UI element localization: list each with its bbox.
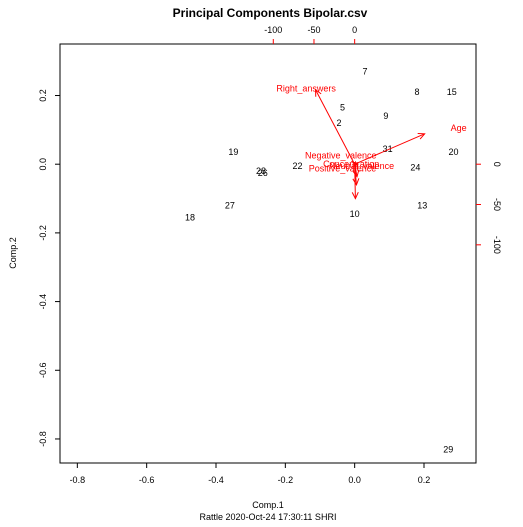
variable-arrowhead [352,169,360,178]
variable-label: Negative_valence [305,151,377,161]
y-tick-label: -0.6 [38,363,48,379]
point-label: 13 [417,200,427,210]
variable-label: Right_answers [276,84,336,94]
chart-title: Principal Components Bipolar.csv [173,6,368,20]
point-label: 22 [292,161,302,171]
variable-arrowhead [314,88,322,97]
point-label: 31 [383,144,393,154]
right-tick-label: -50 [492,198,502,211]
variable-arrow [315,89,356,165]
variable-arrow [354,133,425,165]
y-tick-label: -0.4 [38,294,48,310]
point-label: 10 [350,209,360,219]
variable-arrow [354,164,358,177]
y-tick-label: -0.2 [38,225,48,241]
point-label: 29 [443,444,453,454]
x-axis-label: Comp.1 [252,500,284,510]
x-tick-label: 0.2 [418,475,431,485]
y-tick-label: 0.2 [38,89,48,102]
x-axis-bottom: -0.8 -0.6 -0.4 -0.2 0.0 0.2 [70,463,431,485]
y-tick-label: 0.0 [38,158,48,171]
top-tick-label: -100 [264,25,282,35]
y-axis-label: Comp.2 [8,237,18,269]
x-axis-top: -100 -50 0 [264,25,357,44]
y-axis-left: 0.2 0.0 -0.2 -0.4 -0.6 -0.8 [38,89,60,447]
point-label: 19 [228,147,238,157]
variable-arrowhead [351,192,359,200]
right-tick-label: -100 [492,236,502,254]
point-label: 8 [415,87,420,97]
variable-label: Neutral_valence [329,161,394,171]
point-label: 7 [363,66,368,76]
chart-caption: Rattle 2020-Oct-24 17:30:11 SHRI [200,512,337,522]
variable-labels: Right_answers Age Negative_valenceConcentr… [276,84,466,174]
point-label: 27 [225,200,235,210]
point-label: 9 [383,111,388,121]
variable-arrowhead [352,178,360,186]
x-tick-label: -0.8 [70,475,86,485]
x-tick-label: 0.0 [348,475,361,485]
variable-arrowhead [351,160,359,168]
variable-vectors [314,88,426,200]
variable-arrowhead [417,132,426,140]
x-tick-label: -0.2 [278,475,294,485]
variable-label: Positive_valence [309,163,377,173]
top-tick-label: 0 [352,25,357,35]
plot-frame [59,43,477,464]
point-label: 5 [340,103,345,113]
point-label: 26 [258,168,268,178]
x-tick-label: -0.6 [139,475,155,485]
y-axis-right: 0 -50 -100 [476,162,502,254]
point-label: 2 [337,118,342,128]
top-tick-label: -50 [307,25,320,35]
point-label: 24 [410,163,420,173]
x-tick-label: -0.4 [208,475,224,485]
variable-label: Age [451,123,467,133]
point-label: 18 [185,212,195,222]
point-label: 28 [256,166,266,176]
right-tick-label: 0 [492,162,502,167]
y-tick-label: -0.8 [38,431,48,447]
point-label: 20 [448,147,458,157]
point-label: 15 [447,87,457,97]
variable-label: Concentration [323,159,379,169]
